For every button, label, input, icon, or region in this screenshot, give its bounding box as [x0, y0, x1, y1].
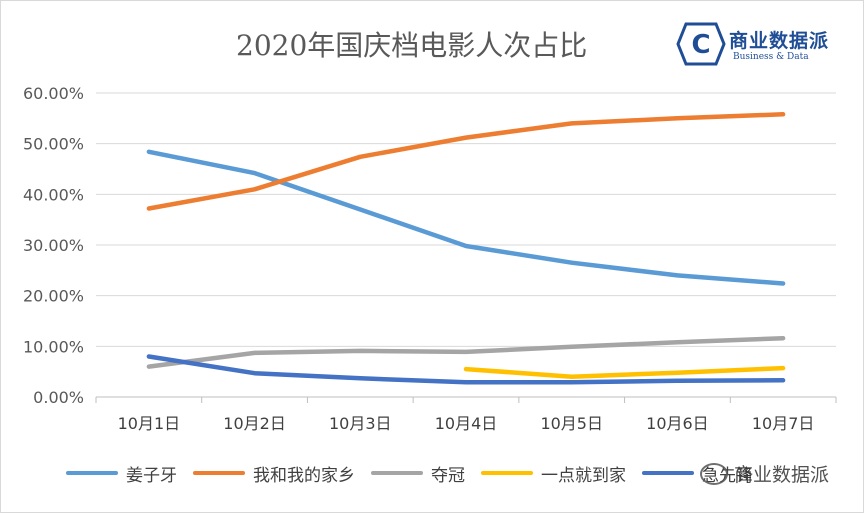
watermark-text: 商业数据派	[734, 464, 830, 486]
legend-label: 姜子牙	[126, 465, 177, 486]
series-line	[146, 335, 786, 369]
y-tick-label: 40.00%	[23, 185, 84, 204]
legend-swatch	[66, 471, 118, 475]
logo-icon: C	[676, 22, 726, 66]
legend-item: 夺冠	[371, 461, 465, 486]
legend-item: 一点就到家	[481, 461, 626, 486]
x-tick-label: 10月5日	[540, 414, 603, 433]
legend-label: 我和我的家乡	[253, 465, 355, 486]
y-tick-label: 30.00%	[23, 236, 84, 255]
y-tick-label: 20.00%	[23, 287, 84, 306]
logo-subtitle: Business & Data	[733, 52, 809, 62]
y-tick-label: 10.00%	[23, 337, 84, 356]
x-tick-label: 10月7日	[752, 414, 815, 433]
y-tick-label: 50.00%	[23, 135, 84, 154]
series-line	[146, 354, 786, 385]
legend-label: 一点就到家	[541, 465, 626, 486]
logo-name: 商业数据派	[729, 30, 830, 52]
legend-item: 我和我的家乡	[193, 461, 355, 486]
x-tick-label: 10月3日	[329, 414, 392, 433]
legend-swatch	[371, 471, 423, 475]
series-line	[146, 149, 786, 286]
watermark: 商业数据派	[700, 460, 829, 487]
legend: 姜子牙 我和我的家乡 夺冠 一点就到家 急先锋	[66, 460, 769, 486]
x-tick-label: 10月6日	[646, 414, 709, 433]
series-line	[463, 365, 786, 379]
y-tick-label: 0.00%	[33, 388, 84, 407]
legend-swatch	[481, 471, 533, 475]
wechat-icon	[700, 462, 728, 485]
chart-title: 2020年国庆档电影人次占比	[236, 29, 588, 62]
x-tick-label: 10月2日	[223, 414, 286, 433]
legend-swatch	[642, 471, 694, 475]
legend-swatch	[193, 471, 245, 475]
x-tick-label: 10月4日	[435, 414, 498, 433]
y-tick-label: 60.00%	[23, 84, 84, 103]
legend-item: 姜子牙	[66, 461, 177, 486]
series-line	[146, 112, 786, 211]
logo-letter: C	[691, 30, 710, 60]
x-tick-label: 10月1日	[118, 414, 181, 433]
legend-label: 夺冠	[431, 465, 465, 486]
